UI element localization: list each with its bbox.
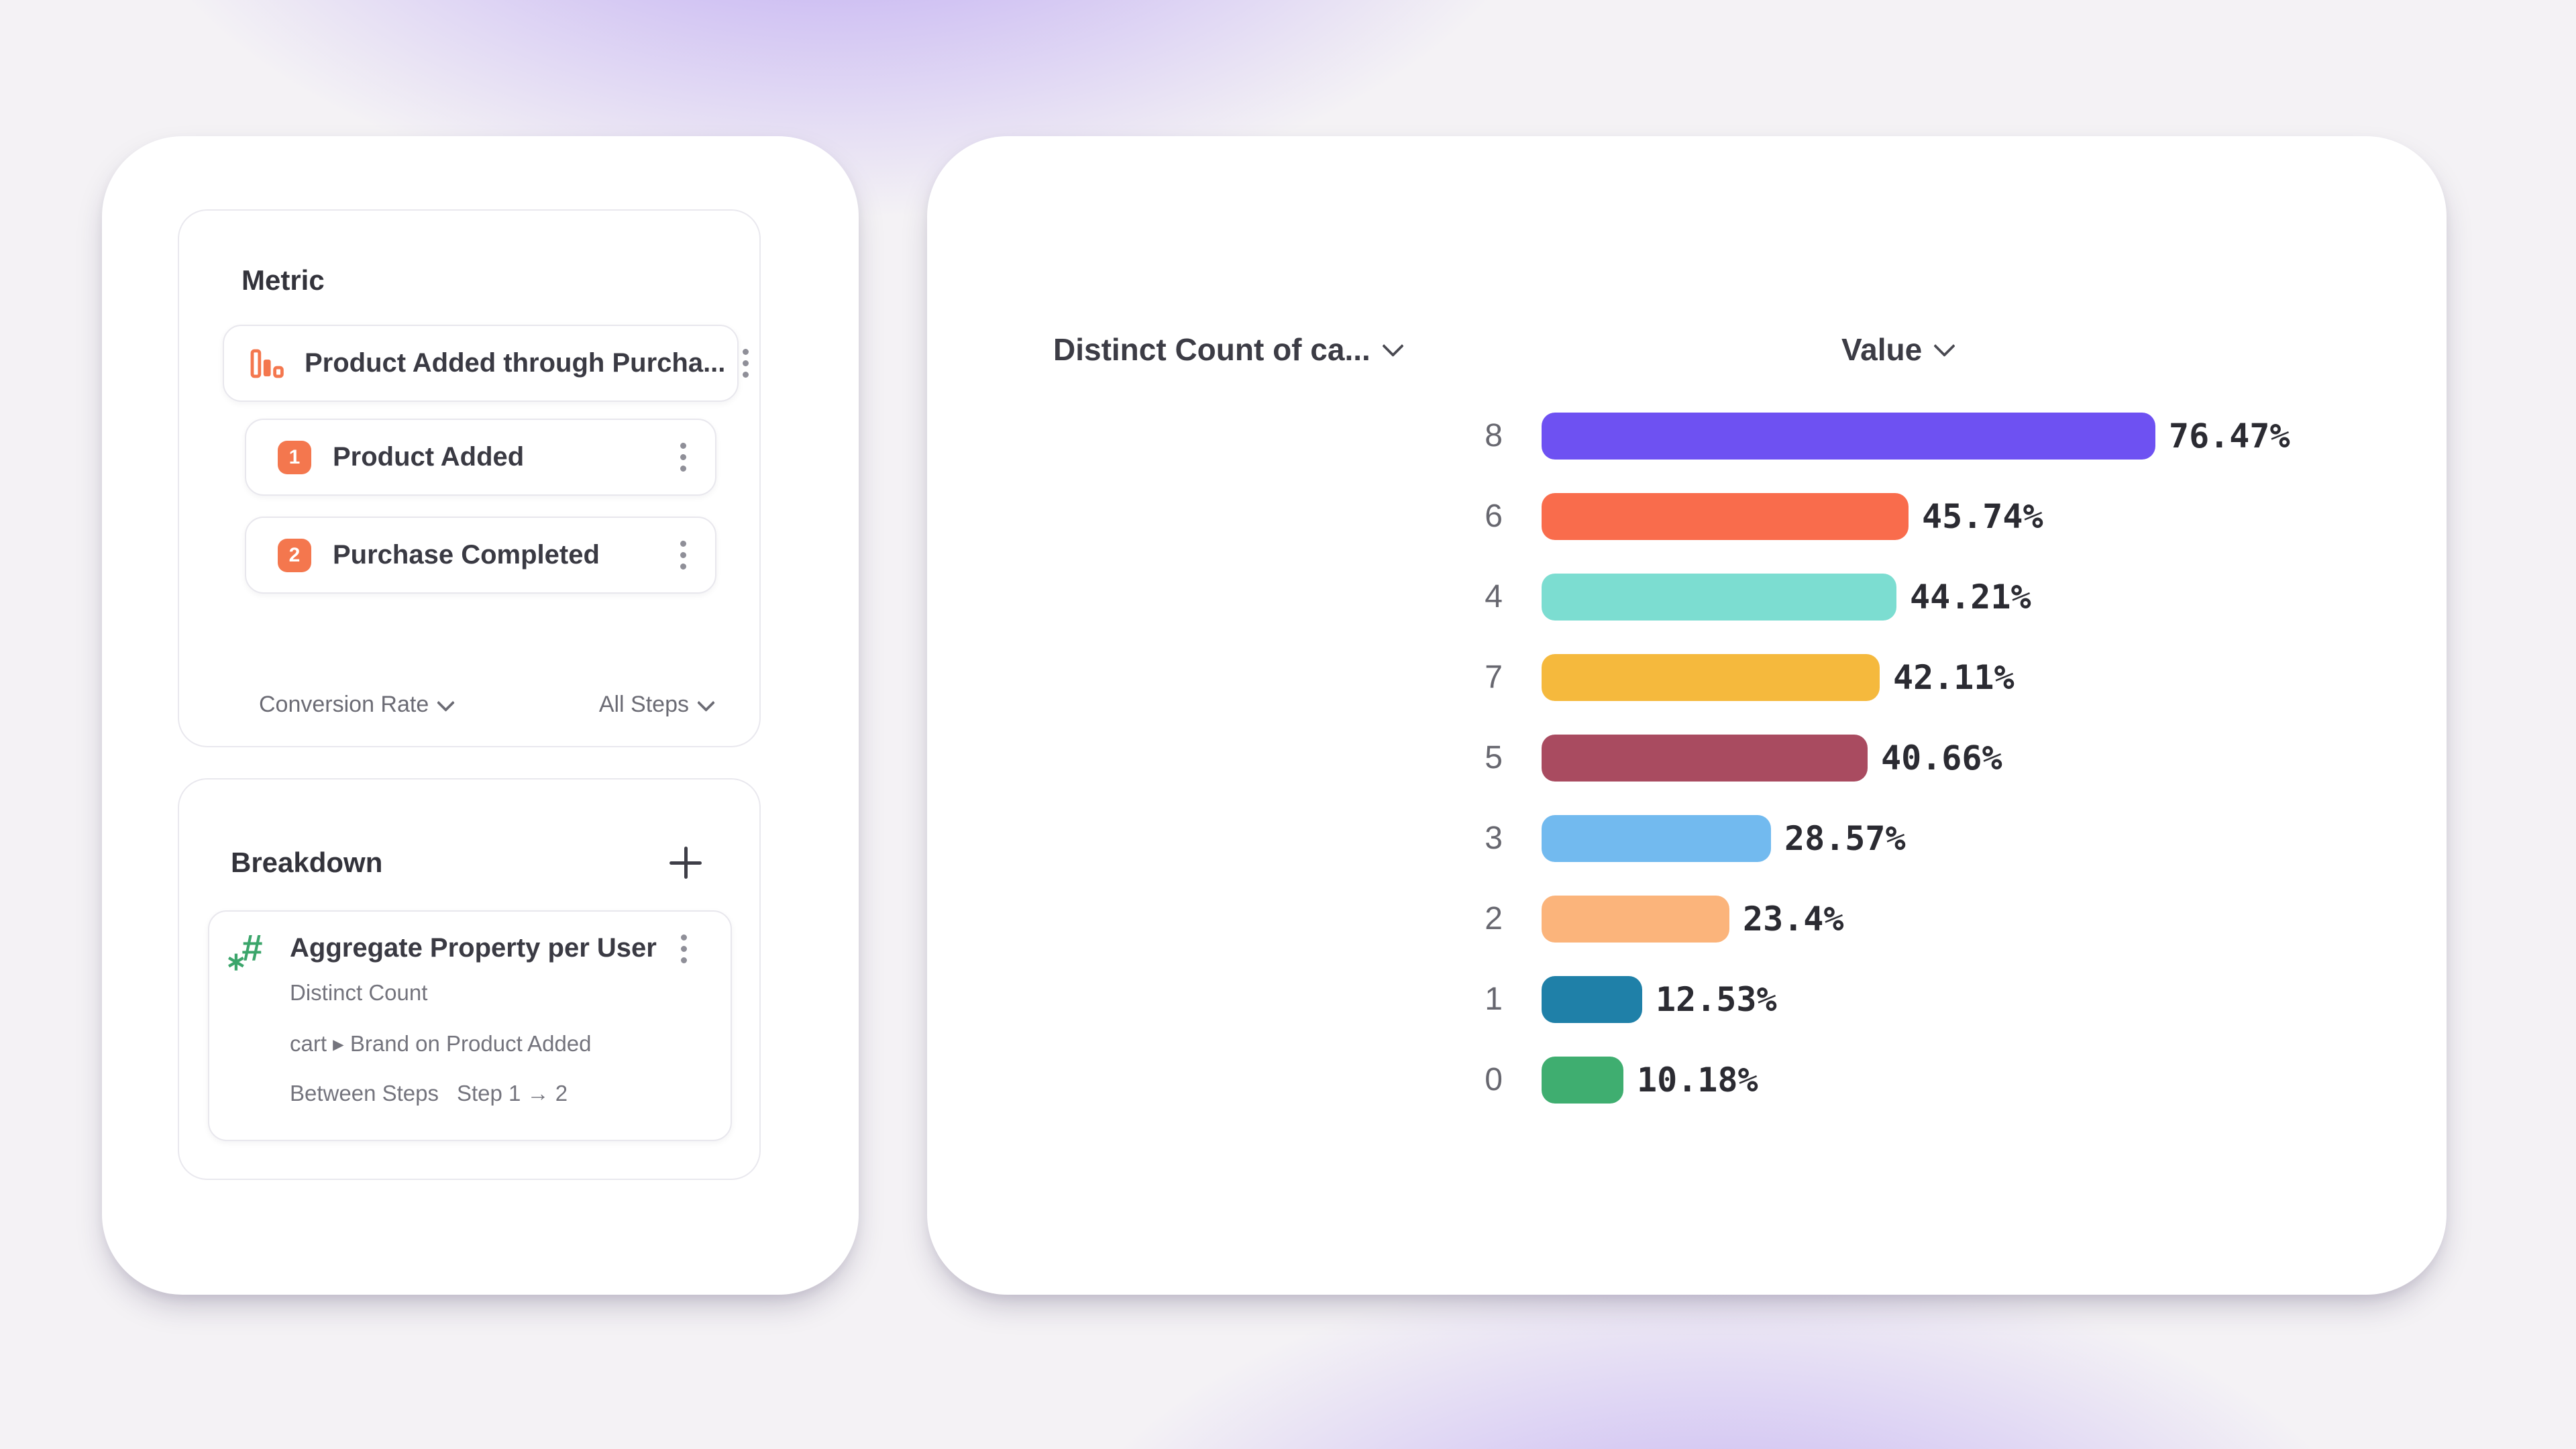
category-tick-label: 7	[1485, 659, 1503, 695]
category-tick-label: 8	[1485, 418, 1503, 453]
metric-kebab-menu[interactable]	[725, 340, 765, 387]
step-event-label: Purchase Completed	[333, 540, 600, 570]
bar-value-label: 28.57%	[1784, 819, 1906, 858]
step-2-kebab-menu[interactable]	[663, 532, 703, 579]
all-steps-dropdown[interactable]: All Steps	[598, 691, 715, 718]
aggregation-type-label: Distinct Count	[290, 980, 428, 1005]
add-breakdown-button[interactable]	[665, 843, 706, 883]
property-path-label: cart ▸ Brand on Product Added	[290, 1031, 592, 1056]
breakdown-panel: Breakdown # ∗ Aggregate Property per Use…	[178, 778, 761, 1180]
value-column-header-label: Value	[1841, 332, 1923, 367]
category-tick-label: 0	[1485, 1062, 1503, 1097]
bar-value-label: 40.66%	[1881, 739, 2002, 777]
chevron-down-icon	[697, 693, 715, 712]
funnel-chart-icon	[250, 349, 284, 378]
metric-panel-title: Metric	[241, 264, 325, 296]
bar-segment[interactable]	[1542, 574, 1896, 621]
category-tick-label: 3	[1485, 820, 1503, 856]
bar-segment[interactable]	[1542, 654, 1880, 701]
bar-segment[interactable]	[1542, 735, 1868, 782]
bar-value-label: 76.47%	[2169, 417, 2290, 455]
query-builder-card: Metric Product Added through Purcha... 1…	[102, 136, 859, 1295]
bar-value-label: 10.18%	[1637, 1061, 1758, 1099]
chart-row: 8 76.47%	[927, 396, 2420, 476]
category-column-header[interactable]: Distinct Count of ca...	[1053, 332, 1404, 367]
funnel-metric-row[interactable]: Product Added through Purcha...	[223, 325, 749, 402]
chart-row: 1 12.53%	[927, 959, 2420, 1040]
between-steps-label: Between Steps	[290, 1081, 439, 1106]
chevron-down-icon	[437, 693, 455, 712]
chart-row: 3 28.57%	[927, 798, 2420, 879]
conversion-rate-dropdown[interactable]: Conversion Rate	[259, 691, 455, 718]
category-tick-label: 1	[1485, 981, 1503, 1017]
bar-segment[interactable]	[1542, 1057, 1623, 1104]
bar-segment[interactable]	[1542, 493, 1909, 540]
bar-value-label: 42.11%	[1893, 658, 2015, 697]
bar-segment[interactable]	[1542, 815, 1771, 862]
all-steps-label: All Steps	[598, 691, 689, 717]
bar-segment[interactable]	[1542, 413, 2155, 460]
aggregate-star-icon: ∗	[225, 948, 247, 976]
category-tick-label: 2	[1485, 901, 1503, 936]
category-tick-label: 5	[1485, 740, 1503, 775]
chart-row: 4 44.21%	[927, 557, 2420, 637]
step-number-badge: 2	[278, 538, 311, 572]
bar-value-label: 44.21%	[1910, 578, 2031, 616]
numeric-property-hash-icon: # ∗	[225, 926, 263, 976]
category-column-header-label: Distinct Count of ca...	[1053, 332, 1371, 367]
bar-value-label: 12.53%	[1656, 980, 1777, 1019]
chart-row: 2 23.4%	[927, 879, 2420, 959]
conversion-rate-label: Conversion Rate	[259, 691, 429, 717]
breakdown-item-title: Aggregate Property per User	[290, 932, 657, 963]
breakdown-item-header: # ∗ Aggregate Property per User	[209, 922, 731, 976]
between-steps-value: Step 1 → 2	[457, 1081, 568, 1106]
bar-value-label: 45.74%	[1922, 497, 2043, 536]
bar-segment[interactable]	[1542, 976, 1642, 1023]
chart-rows: 8 76.47% 6 45.74% 4 44.21% 7 42.11% 5 40.66% 3 28.5…	[927, 136, 2447, 1295]
metric-panel: Metric Product Added through Purcha... 1…	[178, 209, 761, 747]
chart-row: 5 40.66%	[927, 718, 2420, 798]
funnel-step-row-1[interactable]: 1 Product Added	[245, 419, 716, 496]
funnel-step-row-2[interactable]: 2 Purchase Completed	[245, 517, 716, 594]
breakdown-kebab-menu[interactable]	[663, 925, 704, 972]
step-event-label: Product Added	[333, 442, 525, 472]
bar-segment[interactable]	[1542, 896, 1729, 943]
value-column-header[interactable]: Value	[1841, 332, 1955, 367]
bar-value-label: 23.4%	[1743, 900, 1844, 938]
breakdown-panel-title: Breakdown	[231, 847, 383, 878]
chart-row: 7 42.11%	[927, 637, 2420, 718]
step-1-kebab-menu[interactable]	[663, 434, 703, 481]
chart-card: Distinct Count of ca... Value 8 76.47% 6 45…	[927, 136, 2447, 1295]
step-number-badge: 1	[278, 440, 311, 474]
category-tick-label: 4	[1485, 579, 1503, 614]
breakdown-item-card[interactable]: # ∗ Aggregate Property per User Distinct…	[208, 910, 732, 1141]
metric-name-label: Product Added through Purcha...	[305, 348, 726, 378]
chart-row: 0 10.18%	[927, 1040, 2420, 1120]
category-tick-label: 6	[1485, 498, 1503, 534]
metric-footer: Conversion Rate All Steps	[179, 680, 759, 729]
chart-row: 6 45.74%	[927, 476, 2420, 557]
